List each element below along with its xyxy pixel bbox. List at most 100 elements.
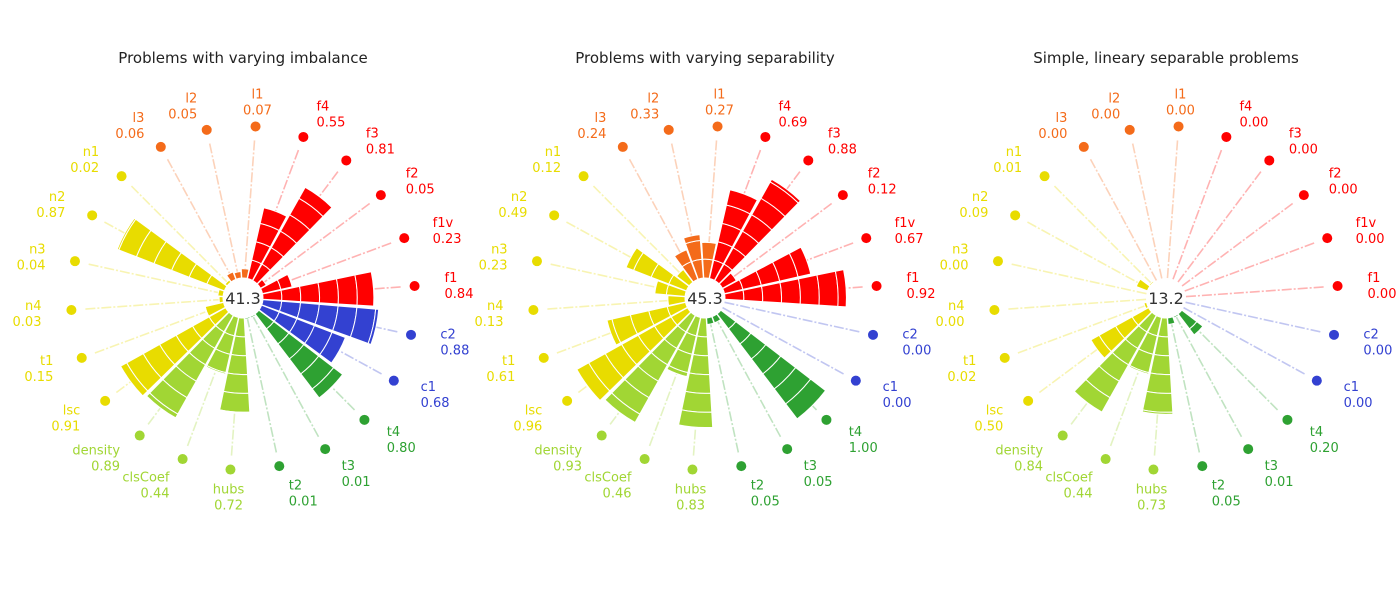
marker-clsCoef bbox=[177, 454, 188, 465]
marker-l2 bbox=[201, 124, 212, 135]
label-clsCoef: clsCoef bbox=[122, 470, 170, 485]
label-t2: t2 bbox=[751, 479, 764, 494]
value-clsCoef: 0.44 bbox=[1064, 486, 1093, 501]
bar-density-seg-5 bbox=[1073, 378, 1111, 413]
label-l2: l2 bbox=[185, 91, 197, 106]
chart-title-simple: Simple, lineary separable problems bbox=[1033, 49, 1299, 67]
value-t2: 0.05 bbox=[1212, 495, 1241, 510]
marker-t3 bbox=[320, 444, 331, 455]
label-f2: f2 bbox=[868, 167, 881, 182]
label-t2: t2 bbox=[1212, 479, 1225, 494]
label-l1: l1 bbox=[251, 88, 263, 103]
label-t3: t3 bbox=[342, 459, 355, 474]
value-t3: 0.01 bbox=[342, 475, 371, 490]
marker-c1 bbox=[1311, 375, 1322, 386]
marker-n3 bbox=[992, 256, 1003, 267]
marker-f2 bbox=[1298, 190, 1309, 201]
marker-l1 bbox=[250, 121, 261, 132]
value-n4: 0.00 bbox=[936, 315, 965, 330]
label-t3: t3 bbox=[1265, 459, 1278, 474]
bar-f1-seg-3 bbox=[317, 278, 339, 305]
label-t1: t1 bbox=[502, 354, 515, 369]
label-hubs: hubs bbox=[675, 482, 707, 497]
value-f1: 0.00 bbox=[1368, 287, 1397, 302]
bar-f1-seg-5 bbox=[354, 271, 375, 307]
bar-n2-seg-3 bbox=[625, 247, 644, 272]
label-l2: l2 bbox=[647, 91, 659, 106]
value-n2: 0.87 bbox=[36, 206, 65, 221]
value-c2: 0.00 bbox=[1363, 343, 1392, 358]
guide-line-n3 bbox=[86, 262, 224, 295]
value-clsCoef: 0.46 bbox=[603, 486, 632, 501]
value-t4: 1.00 bbox=[849, 441, 878, 456]
value-density: 0.93 bbox=[553, 459, 582, 474]
label-n4: n4 bbox=[948, 299, 965, 314]
value-t3: 0.05 bbox=[804, 475, 833, 490]
label-hubs: hubs bbox=[213, 482, 245, 497]
marker-density bbox=[134, 430, 145, 441]
bar-l2-seg-0 bbox=[233, 270, 242, 280]
polar-chart-1: f10.92f1v0.67f20.12f30.88f40.69l10.27l20… bbox=[475, 88, 936, 514]
marker-lsc bbox=[100, 395, 111, 406]
bar-t2-seg-0 bbox=[244, 316, 251, 320]
guide-line-n4 bbox=[83, 298, 224, 310]
guide-line-t2 bbox=[1169, 317, 1201, 455]
value-l1: 0.07 bbox=[243, 104, 272, 119]
value-f3: 0.88 bbox=[828, 143, 857, 158]
label-l3: l3 bbox=[594, 111, 606, 126]
marker-t1 bbox=[999, 352, 1010, 363]
marker-f1v bbox=[1322, 233, 1333, 244]
label-lsc: lsc bbox=[63, 403, 81, 418]
value-hubs: 0.83 bbox=[676, 498, 705, 513]
value-f1v: 0.67 bbox=[895, 232, 924, 247]
label-l1: l1 bbox=[1174, 88, 1186, 103]
value-l2: 0.00 bbox=[1091, 107, 1120, 122]
label-n4: n4 bbox=[25, 299, 42, 314]
bar-hubs-seg-4 bbox=[1142, 390, 1174, 413]
value-n2: 0.09 bbox=[959, 206, 988, 221]
label-f1v: f1v bbox=[433, 216, 454, 231]
marker-c1 bbox=[388, 375, 399, 386]
value-n3: 0.04 bbox=[17, 259, 46, 274]
value-t1: 0.61 bbox=[486, 370, 515, 385]
value-f1v: 0.23 bbox=[433, 232, 462, 247]
bar-f1-seg-2 bbox=[760, 282, 783, 304]
bar-n3-seg-0 bbox=[217, 288, 225, 297]
marker-f4 bbox=[298, 131, 309, 142]
value-f2: 0.12 bbox=[868, 183, 897, 198]
value-c2: 0.88 bbox=[440, 343, 469, 358]
marker-l3 bbox=[155, 141, 166, 152]
guide-line-f3 bbox=[1177, 169, 1263, 283]
label-f3: f3 bbox=[828, 127, 841, 142]
value-f4: 0.55 bbox=[316, 116, 345, 131]
guide-line-l3 bbox=[1088, 157, 1158, 281]
bar-lsc-seg-3 bbox=[1090, 334, 1112, 359]
label-n2: n2 bbox=[49, 190, 66, 205]
guide-line-c2 bbox=[1185, 301, 1323, 334]
label-f4: f4 bbox=[316, 100, 329, 115]
guide-line-f2 bbox=[720, 201, 834, 287]
value-density: 0.89 bbox=[91, 459, 120, 474]
label-f4: f4 bbox=[1239, 100, 1252, 115]
bar-hubs-seg-5 bbox=[1141, 409, 1174, 415]
bar-n2-seg-6 bbox=[116, 217, 137, 251]
marker-f4 bbox=[1221, 131, 1232, 142]
label-f2: f2 bbox=[1329, 167, 1342, 182]
label-n1: n1 bbox=[545, 145, 562, 160]
bar-f3-seg-6 bbox=[769, 178, 802, 204]
bar-n3-seg-1 bbox=[654, 280, 670, 296]
label-density: density bbox=[72, 443, 120, 458]
label-f1v: f1v bbox=[1356, 216, 1377, 231]
bar-f1-seg-6 bbox=[834, 269, 847, 308]
bar-lsc-seg-6 bbox=[576, 362, 611, 402]
value-l3: 0.06 bbox=[115, 127, 144, 142]
value-f1: 0.84 bbox=[445, 287, 474, 302]
bar-f1-seg-2 bbox=[298, 282, 321, 304]
bar-clsCoef-seg-3 bbox=[666, 364, 689, 378]
marker-hubs bbox=[687, 464, 698, 475]
label-t4: t4 bbox=[1310, 425, 1323, 440]
label-t4: t4 bbox=[849, 425, 862, 440]
marker-n1 bbox=[578, 171, 589, 182]
label-n2: n2 bbox=[972, 190, 989, 205]
guide-line-c1 bbox=[1183, 306, 1307, 376]
